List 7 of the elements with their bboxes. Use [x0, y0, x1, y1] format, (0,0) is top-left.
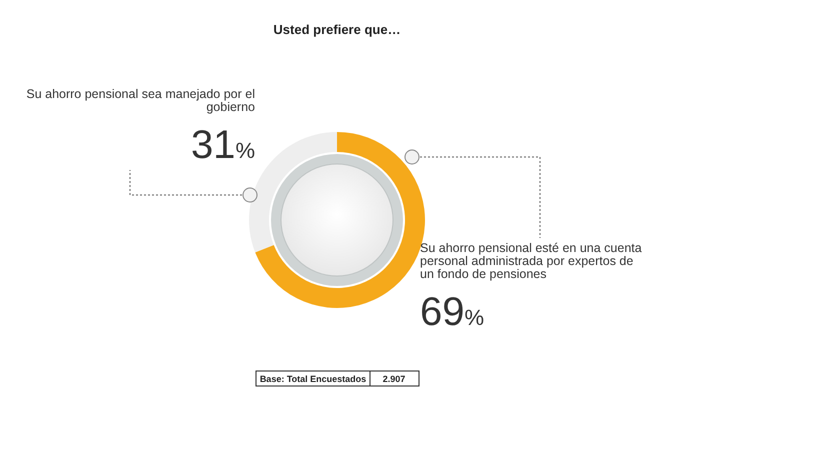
text: 2.907 [382, 374, 406, 384]
data-label: 69% [420, 290, 484, 334]
slice-label: Su ahorro pensional sea manejado por el gobierno [26, 87, 256, 114]
data-label: 31% [190, 123, 255, 167]
text: Base: Total Encuestados [260, 374, 366, 384]
chart-title: Usted prefiere que… [273, 22, 401, 37]
slice-label: Su ahorro pensional esté en una cuenta personal administrada por expertos de un fondo de pensiones [420, 241, 642, 281]
